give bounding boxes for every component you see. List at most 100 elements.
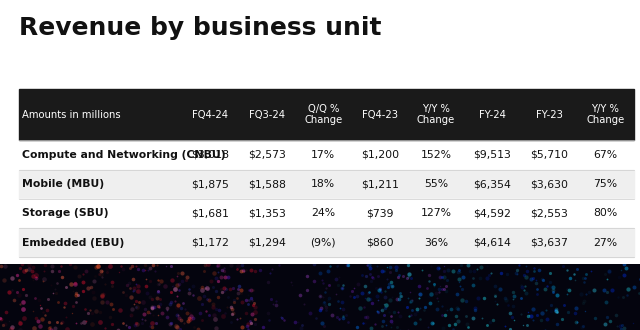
Point bbox=[604, 270, 614, 275]
Point bbox=[506, 310, 516, 315]
Point bbox=[376, 289, 386, 294]
Point bbox=[147, 324, 157, 329]
Point bbox=[612, 323, 622, 329]
Point bbox=[208, 285, 218, 290]
Point bbox=[3, 290, 13, 295]
Point bbox=[263, 311, 273, 316]
Point bbox=[435, 289, 445, 294]
Point bbox=[173, 315, 184, 321]
Point bbox=[250, 304, 260, 310]
Point bbox=[232, 267, 242, 272]
Point bbox=[113, 327, 124, 330]
Point bbox=[65, 262, 75, 267]
Point bbox=[60, 305, 70, 310]
Point bbox=[150, 268, 161, 274]
Point bbox=[377, 323, 387, 329]
Point bbox=[440, 286, 450, 291]
Point bbox=[175, 326, 185, 330]
Point bbox=[51, 290, 61, 296]
Point bbox=[490, 283, 500, 288]
Point bbox=[141, 284, 152, 289]
Point bbox=[365, 278, 376, 283]
Point bbox=[577, 324, 587, 329]
Point bbox=[227, 311, 237, 316]
Text: 55%: 55% bbox=[424, 179, 448, 189]
Point bbox=[602, 276, 612, 281]
Point bbox=[21, 292, 31, 297]
Point bbox=[138, 268, 148, 273]
Text: $3,630: $3,630 bbox=[530, 179, 568, 189]
Point bbox=[614, 275, 624, 280]
Point bbox=[607, 287, 618, 292]
Point bbox=[516, 296, 526, 301]
Point bbox=[174, 287, 184, 293]
Point bbox=[376, 308, 387, 313]
Bar bbox=[19, 89, 634, 140]
Point bbox=[522, 322, 532, 328]
Point bbox=[364, 262, 374, 267]
Point bbox=[200, 294, 210, 299]
Point bbox=[35, 323, 45, 329]
Point bbox=[600, 271, 611, 277]
Point bbox=[227, 307, 237, 312]
Point bbox=[438, 326, 448, 330]
Point bbox=[153, 303, 163, 308]
Point bbox=[45, 324, 55, 330]
Point bbox=[364, 289, 374, 295]
Text: $3,018: $3,018 bbox=[191, 150, 229, 160]
Point bbox=[48, 290, 58, 295]
Point bbox=[584, 289, 595, 294]
Point bbox=[173, 281, 184, 287]
Point bbox=[105, 314, 115, 319]
Point bbox=[180, 278, 191, 283]
Point bbox=[537, 277, 547, 282]
Point bbox=[293, 319, 303, 324]
Text: $2,573: $2,573 bbox=[248, 150, 286, 160]
Point bbox=[395, 293, 405, 299]
Point bbox=[367, 275, 377, 280]
Point bbox=[28, 325, 38, 330]
Point bbox=[437, 286, 447, 292]
Point bbox=[13, 292, 24, 297]
Point bbox=[129, 287, 139, 293]
Point bbox=[237, 263, 247, 268]
Point bbox=[413, 296, 424, 301]
Point bbox=[188, 283, 198, 288]
Point bbox=[85, 307, 95, 313]
Point bbox=[618, 325, 628, 330]
Point bbox=[545, 270, 556, 276]
Point bbox=[193, 327, 203, 330]
Point bbox=[509, 317, 519, 323]
Bar bbox=[19, 140, 634, 170]
Point bbox=[563, 267, 573, 272]
Point bbox=[176, 317, 186, 322]
Point bbox=[15, 327, 25, 330]
Point bbox=[88, 289, 98, 294]
Text: 67%: 67% bbox=[593, 150, 618, 160]
Point bbox=[246, 268, 256, 273]
Point bbox=[83, 310, 93, 315]
Point bbox=[127, 263, 137, 268]
Point bbox=[152, 262, 163, 267]
Point bbox=[337, 285, 347, 291]
Text: $1,588: $1,588 bbox=[248, 179, 286, 189]
Point bbox=[519, 272, 529, 278]
Text: Compute and Networking (CNBU): Compute and Networking (CNBU) bbox=[22, 150, 226, 160]
Point bbox=[337, 315, 348, 320]
Point bbox=[222, 304, 232, 310]
Point bbox=[456, 263, 466, 268]
Point bbox=[454, 280, 464, 285]
Point bbox=[548, 289, 559, 295]
Point bbox=[436, 313, 447, 318]
Point bbox=[542, 283, 552, 289]
Point bbox=[299, 302, 309, 307]
Point bbox=[196, 317, 207, 323]
Point bbox=[107, 283, 117, 288]
Point bbox=[61, 284, 71, 289]
Point bbox=[0, 263, 10, 269]
Point bbox=[97, 275, 107, 280]
Text: $4,614: $4,614 bbox=[474, 238, 511, 248]
Point bbox=[324, 283, 334, 288]
Point bbox=[38, 309, 49, 314]
Point bbox=[495, 286, 506, 291]
